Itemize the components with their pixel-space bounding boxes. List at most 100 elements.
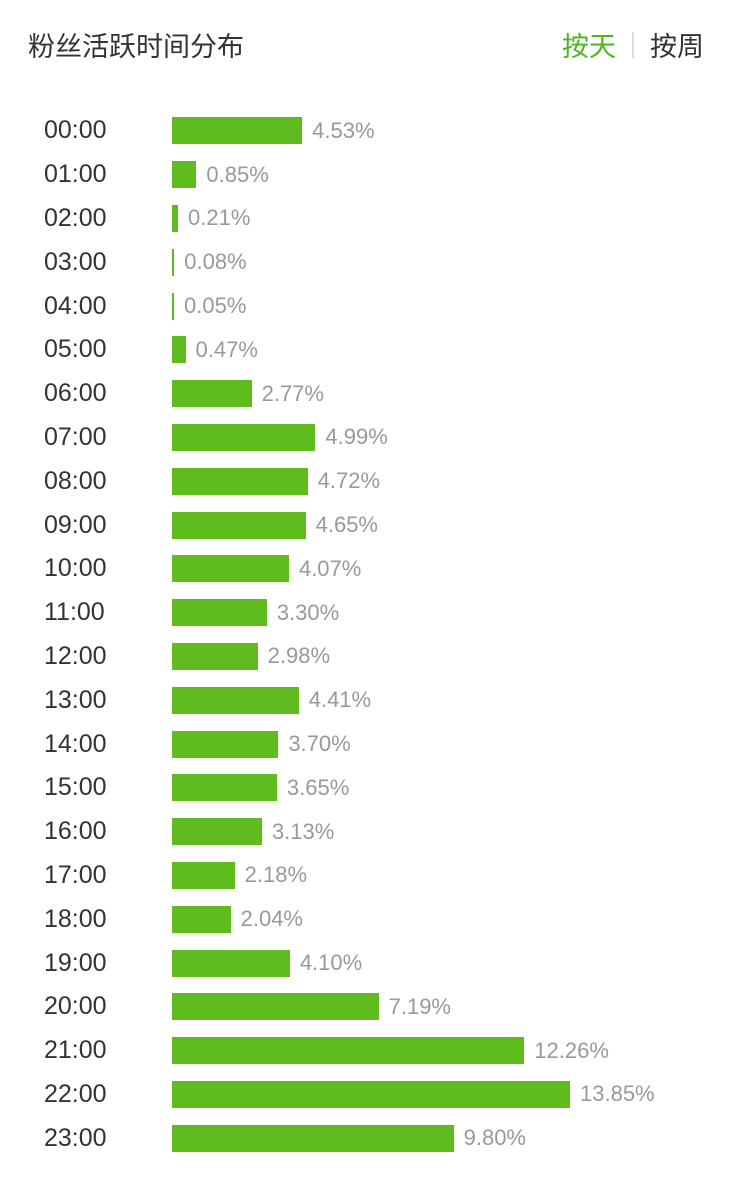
percent-label: 3.30% <box>277 600 339 626</box>
hour-label: 13:00 <box>44 686 124 715</box>
bar <box>172 643 258 670</box>
bar <box>172 1125 454 1152</box>
tab-divider <box>632 32 634 58</box>
header: 粉丝活跃时间分布 按天 按周 <box>0 0 736 79</box>
bar <box>172 205 178 232</box>
view-tabs: 按天 按周 <box>558 25 708 64</box>
hour-label: 00:00 <box>44 116 124 145</box>
bar-wrapper: 4.07% <box>172 555 612 582</box>
chart-row: 19:004.10% <box>44 941 708 985</box>
percent-label: 3.13% <box>272 819 334 845</box>
bar <box>172 950 290 977</box>
chart-row: 05:00 0.47% <box>44 328 708 372</box>
percent-label: 2.04% <box>241 906 303 932</box>
percent-label: 3.65% <box>287 775 349 801</box>
hour-label: 12:00 <box>44 642 124 671</box>
chart-row: 18:00 2.04% <box>44 897 708 941</box>
hour-label: 08:00 <box>44 467 124 496</box>
bar <box>172 993 379 1020</box>
percent-label: 4.41% <box>309 687 371 713</box>
percent-label: 13.85% <box>580 1081 655 1107</box>
chart-row: 11:003.30% <box>44 591 708 635</box>
chart-row: 04:000.05% <box>44 284 708 328</box>
hour-label: 20:00 <box>44 992 124 1021</box>
percent-label: 0.05% <box>184 293 246 319</box>
percent-label: 4.99% <box>325 424 387 450</box>
hour-label: 06:00 <box>44 379 124 408</box>
hour-label: 02:00 <box>44 204 124 233</box>
chart-row: 00:00 4.53% <box>44 109 708 153</box>
bar <box>172 774 277 801</box>
bar-wrapper: 2.77% <box>172 380 612 407</box>
percent-label: 9.80% <box>464 1125 526 1151</box>
bar <box>172 687 299 714</box>
bar-wrapper: 3.65% <box>172 774 612 801</box>
bar <box>172 862 235 889</box>
bar-wrapper: 7.19% <box>172 993 612 1020</box>
chart-row: 12:002.98% <box>44 635 708 679</box>
bar <box>172 599 267 626</box>
hour-label: 10:00 <box>44 554 124 583</box>
percent-label: 0.08% <box>184 249 246 275</box>
chart-row: 21:0012.26% <box>44 1029 708 1073</box>
percent-label: 0.85% <box>206 162 268 188</box>
percent-label: 4.65% <box>316 512 378 538</box>
bar-wrapper: 12.26% <box>172 1037 612 1064</box>
hour-label: 07:00 <box>44 423 124 452</box>
bar <box>172 293 174 320</box>
bar-wrapper: 2.04% <box>172 906 612 933</box>
chart-row: 13:00 4.41% <box>44 678 708 722</box>
bar <box>172 249 174 276</box>
percent-label: 4.72% <box>318 468 380 494</box>
hour-label: 01:00 <box>44 160 124 189</box>
bar-wrapper: 3.70% <box>172 731 612 758</box>
bar <box>172 512 306 539</box>
bar <box>172 1037 524 1064</box>
bar <box>172 906 231 933</box>
bar-wrapper: 13.85% <box>172 1081 612 1108</box>
chart-row: 10:00 4.07% <box>44 547 708 591</box>
bar <box>172 468 308 495</box>
bar-wrapper: 9.80% <box>172 1125 612 1152</box>
chart-row: 06:00 2.77% <box>44 372 708 416</box>
bar-wrapper: 4.99% <box>172 424 612 451</box>
hour-label: 23:00 <box>44 1124 124 1153</box>
chart-row: 22:00 13.85% <box>44 1073 708 1117</box>
chart-row: 17:00 2.18% <box>44 854 708 898</box>
percent-label: 3.70% <box>288 731 350 757</box>
hour-label: 05:00 <box>44 335 124 364</box>
bar-wrapper: 0.08% <box>172 249 612 276</box>
percent-label: 4.53% <box>312 118 374 144</box>
hour-label: 15:00 <box>44 773 124 802</box>
chart-row: 02:000.21% <box>44 197 708 241</box>
bar <box>172 161 196 188</box>
percent-label: 2.18% <box>245 862 307 888</box>
chart-row: 03:000.08% <box>44 240 708 284</box>
hour-label: 17:00 <box>44 861 124 890</box>
chart-row: 07:00 4.99% <box>44 416 708 460</box>
bar-wrapper: 4.10% <box>172 950 612 977</box>
hour-label: 18:00 <box>44 905 124 934</box>
bar-wrapper: 0.85% <box>172 161 612 188</box>
tab-week[interactable]: 按周 <box>646 25 708 64</box>
bar-wrapper: 4.53% <box>172 117 612 144</box>
percent-label: 4.10% <box>300 950 362 976</box>
bar <box>172 380 252 407</box>
bar-wrapper: 0.05% <box>172 293 612 320</box>
chart-row: 15:00 3.65% <box>44 766 708 810</box>
bar <box>172 1081 570 1108</box>
hour-label: 22:00 <box>44 1080 124 1109</box>
bar-wrapper: 4.65% <box>172 512 612 539</box>
bar-wrapper: 3.13% <box>172 818 612 845</box>
chart-row: 09:004.65% <box>44 503 708 547</box>
chart-row: 23:00 9.80% <box>44 1116 708 1160</box>
chart-row: 08:00 4.72% <box>44 459 708 503</box>
percent-label: 0.47% <box>196 337 258 363</box>
bar-wrapper: 4.72% <box>172 468 612 495</box>
bar-wrapper: 3.30% <box>172 599 612 626</box>
bar <box>172 555 289 582</box>
bar <box>172 424 315 451</box>
percent-label: 7.19% <box>389 994 451 1020</box>
bar <box>172 117 302 144</box>
tab-day[interactable]: 按天 <box>558 25 620 64</box>
